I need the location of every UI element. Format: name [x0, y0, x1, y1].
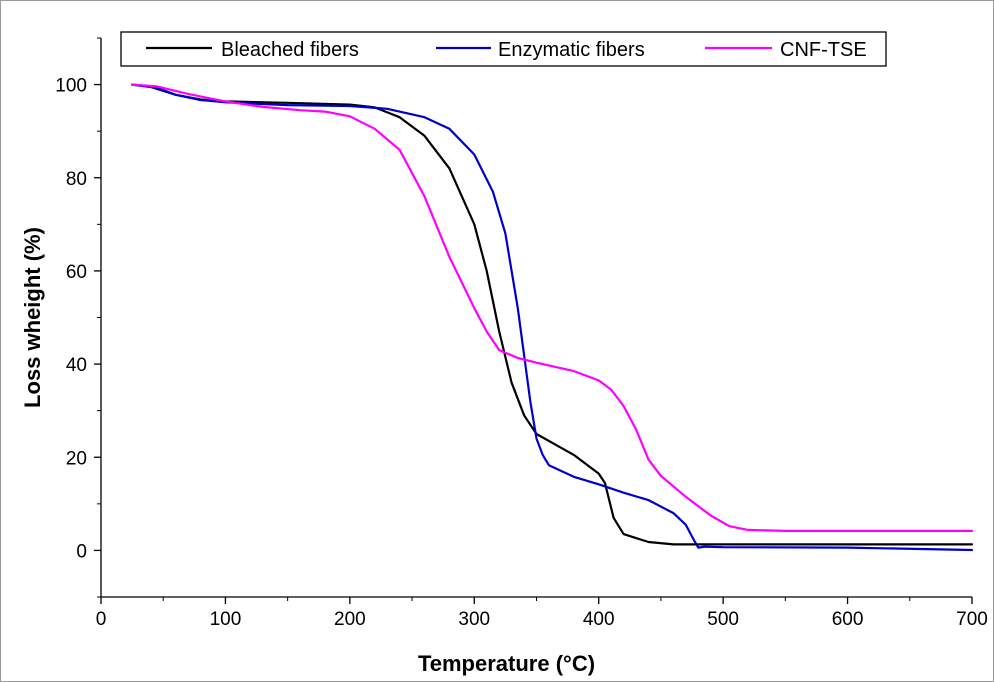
x-tick-label: 300 — [458, 609, 490, 630]
y-axis-title: Loss wheight (%) — [20, 227, 45, 408]
series-line-2 — [131, 83, 974, 552]
y-tick-label: 80 — [66, 169, 87, 190]
x-tick-label: 600 — [832, 609, 864, 630]
x-tick-label: 0 — [96, 609, 107, 630]
series-group — [131, 83, 974, 552]
y-tick-label: 100 — [55, 76, 87, 97]
ticks-group: 0 100 200 300 400 500 600 700 0 20 40 60 80 100 — [55, 37, 988, 630]
x-tick-label: 100 — [210, 609, 242, 630]
x-tick-label: 500 — [707, 609, 739, 630]
y-tick-label: 60 — [66, 262, 87, 283]
series-line-3 — [131, 83, 974, 532]
x-axis-title: Temperature (°C) — [418, 651, 595, 676]
y-tick-label: 0 — [76, 541, 87, 562]
legend-label-2: Enzymatic fibers — [498, 39, 645, 61]
y-tick-label: 20 — [66, 448, 87, 469]
x-tick-label: 200 — [334, 609, 366, 630]
y-tick-label: 40 — [66, 355, 87, 376]
legend-label-1: Bleached fibers — [221, 39, 359, 61]
legend: Bleached fibers Enzymatic fibers CNF-TSE — [120, 31, 887, 67]
x-tick-label: 400 — [583, 609, 615, 630]
x-tick-label: 700 — [956, 609, 988, 630]
series-line-1 — [131, 83, 974, 546]
plot-background — [101, 38, 972, 597]
plot-area — [100, 38, 972, 598]
legend-label-3: CNF-TSE — [780, 39, 867, 61]
